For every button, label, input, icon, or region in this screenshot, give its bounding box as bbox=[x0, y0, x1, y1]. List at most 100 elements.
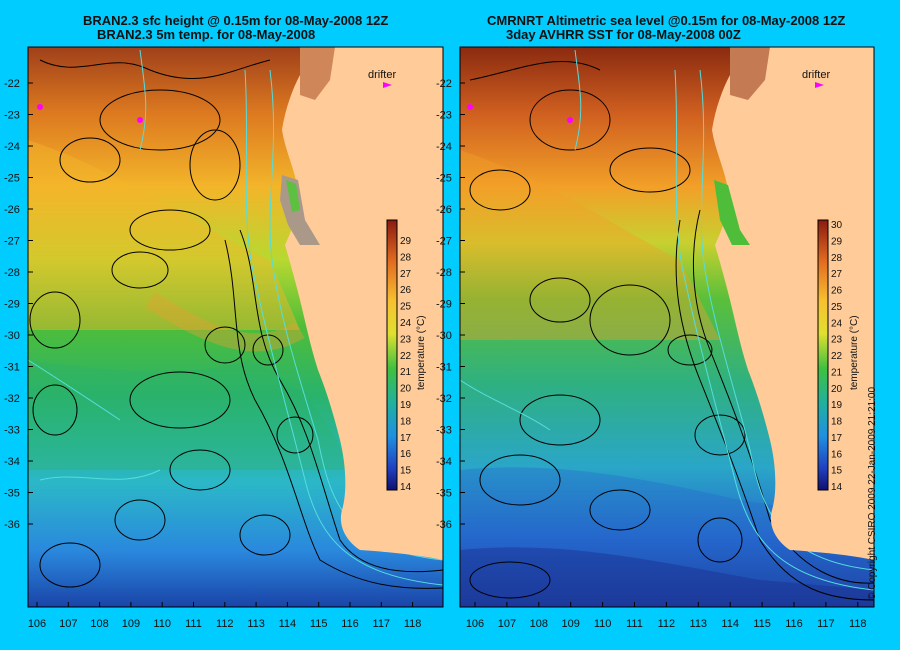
longitude-label: 114 bbox=[279, 618, 297, 630]
left-land bbox=[282, 47, 443, 560]
colorbar-tick-label: 16 bbox=[400, 449, 412, 460]
latitude-label: -34 bbox=[4, 456, 20, 468]
right-drifter-point-2 bbox=[567, 117, 573, 123]
left-colorbar-label: temperature (°C) bbox=[416, 315, 427, 390]
latitude-label: -26 bbox=[4, 204, 20, 216]
longitude-label: 112 bbox=[216, 618, 234, 630]
right-colorbar-label: temperature (°C) bbox=[849, 315, 860, 390]
left-drifter-legend-marker bbox=[383, 82, 392, 88]
latitude-label: -33 bbox=[436, 425, 452, 437]
latitude-label: -34 bbox=[436, 456, 452, 468]
longitude-label: 116 bbox=[785, 618, 803, 630]
latitude-label: -23 bbox=[436, 110, 452, 122]
colorbar-tick-label: 20 bbox=[400, 384, 412, 395]
latitude-label: -28 bbox=[4, 267, 20, 279]
longitude-label: 118 bbox=[404, 618, 422, 630]
longitude-label: 106 bbox=[28, 618, 46, 630]
latitude-label: -23 bbox=[4, 110, 20, 122]
right-drifter-label: drifter bbox=[802, 69, 830, 81]
left-title-line2: BRAN2.3 5m temp. for 08-May-2008 bbox=[97, 27, 316, 42]
latitude-label: -25 bbox=[4, 173, 20, 185]
latitude-label: -30 bbox=[436, 330, 452, 342]
longitude-label: 111 bbox=[626, 618, 643, 630]
colorbar-tick-label: 14 bbox=[831, 482, 843, 493]
left-drifter-point-2 bbox=[137, 117, 143, 123]
latitude-label: -24 bbox=[436, 141, 452, 153]
latitude-label: -32 bbox=[436, 393, 452, 405]
colorbar-tick-label: 18 bbox=[400, 416, 412, 427]
colorbar-tick-label: 16 bbox=[831, 449, 843, 460]
left-map: drifter bbox=[28, 47, 443, 607]
colorbar-tick-label: 22 bbox=[831, 351, 843, 362]
right-map-frame bbox=[459, 46, 875, 608]
colorbar-tick-label: 18 bbox=[831, 417, 843, 428]
colorbar-tick-label: 27 bbox=[831, 269, 843, 280]
colorbar-tick-label: 21 bbox=[831, 367, 843, 378]
longitude-label: 111 bbox=[185, 618, 202, 630]
longitude-label: 107 bbox=[498, 618, 516, 630]
left-drifter-label: drifter bbox=[368, 69, 396, 81]
colorbar-tick-label: 15 bbox=[831, 466, 843, 477]
latitude-label: -28 bbox=[436, 267, 452, 279]
latitude-label: -22 bbox=[436, 78, 452, 90]
latitude-label: -31 bbox=[436, 362, 452, 374]
longitude-label: 109 bbox=[122, 618, 140, 630]
longitude-label: 113 bbox=[247, 618, 265, 630]
latitude-label: -30 bbox=[4, 330, 20, 342]
longitude-label: 108 bbox=[530, 618, 548, 630]
longitude-label: 107 bbox=[59, 618, 77, 630]
colorbar-tick-label: 21 bbox=[400, 367, 412, 378]
longitude-label: 114 bbox=[721, 618, 739, 630]
colorbar-tick-label: 15 bbox=[400, 466, 412, 477]
left-title-line1: BRAN2.3 sfc height @ 0.15m for 08-May-20… bbox=[83, 13, 389, 28]
left-drifter-point bbox=[37, 104, 43, 110]
colorbar-tick-label: 17 bbox=[400, 433, 412, 444]
colorbar-tick-label: 24 bbox=[831, 318, 843, 329]
colorbar-tick-label: 26 bbox=[400, 285, 412, 296]
colorbar-tick-label: 25 bbox=[400, 302, 412, 313]
colorbar-tick-label: 28 bbox=[831, 253, 843, 264]
latitude-label: -27 bbox=[4, 236, 20, 248]
colorbar-tick-label: 26 bbox=[831, 286, 843, 297]
right-drifter-legend-marker bbox=[815, 82, 824, 88]
colorbar-tick-label: 29 bbox=[400, 236, 412, 247]
left-sea-level-contours bbox=[29, 59, 443, 589]
latitude-label: -35 bbox=[436, 488, 452, 500]
longitude-label: 109 bbox=[562, 618, 580, 630]
latitude-label: -26 bbox=[436, 204, 452, 216]
colorbar-tick-label: 24 bbox=[400, 318, 412, 329]
left-map-frame bbox=[27, 46, 444, 608]
longitude-label: 112 bbox=[658, 618, 676, 630]
longitude-label: 115 bbox=[753, 618, 771, 630]
longitude-label: 110 bbox=[594, 618, 612, 630]
latitude-label: -25 bbox=[436, 173, 452, 185]
colorbar-tick-label: 17 bbox=[831, 433, 843, 444]
colorbar-tick-label: 23 bbox=[400, 334, 412, 345]
colorbar-tick-label: 29 bbox=[831, 236, 843, 247]
colorbar-tick-label: 19 bbox=[400, 400, 412, 411]
longitude-label: 113 bbox=[690, 618, 708, 630]
longitude-label: 115 bbox=[310, 618, 328, 630]
latitude-label: -22 bbox=[4, 78, 20, 90]
latitude-label: -29 bbox=[436, 299, 452, 311]
longitude-label: 106 bbox=[466, 618, 484, 630]
latitude-label: -27 bbox=[436, 236, 452, 248]
latitude-label: -36 bbox=[436, 519, 452, 531]
latitude-label: -33 bbox=[4, 425, 20, 437]
longitude-label: 117 bbox=[817, 618, 835, 630]
right-colorbar: 30 29 28 27 26 25 24 23 22 21 20 19 18 17 16 15 14 tempe… bbox=[817, 219, 860, 493]
colorbar-tick-label: 23 bbox=[831, 335, 843, 346]
colorbar-tick-label: 30 bbox=[831, 220, 843, 231]
right-drifter-point bbox=[467, 104, 473, 110]
latitude-label: -24 bbox=[4, 141, 20, 153]
colorbar-tick-label: 22 bbox=[400, 351, 412, 362]
colorbar-tick-label: 27 bbox=[400, 269, 412, 280]
colorbar-tick-label: 14 bbox=[400, 482, 412, 493]
latitude-label: -32 bbox=[4, 393, 20, 405]
longitude-label: 110 bbox=[153, 618, 171, 630]
latitude-label: -31 bbox=[4, 362, 20, 374]
longitude-label: 118 bbox=[849, 618, 867, 630]
right-title-line2: 3day AVHRR SST for 08-May-2008 00Z bbox=[506, 27, 741, 42]
axis-labels: -22 -22 -23 -23 -24 -24 -25 -25 -26 -26 -27 -27 -28 -… bbox=[4, 78, 867, 630]
